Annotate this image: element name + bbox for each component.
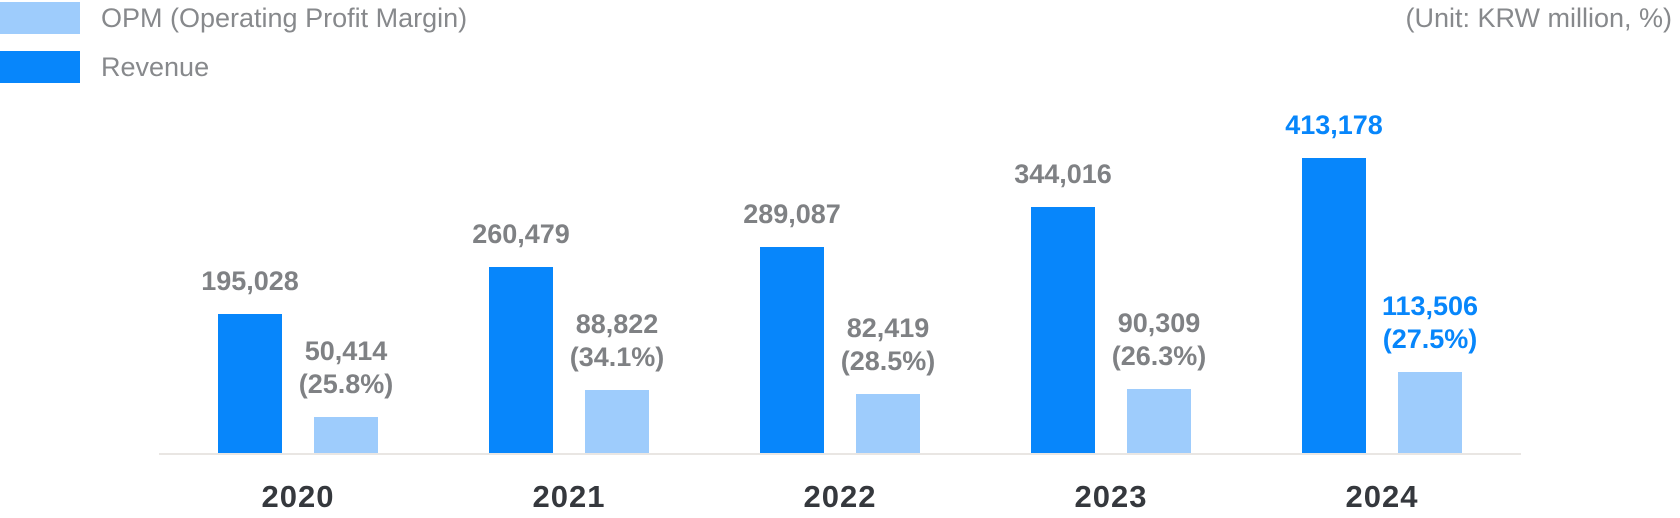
unit-note: (Unit: KRW million, %): [1405, 3, 1672, 33]
revenue-bar-2020: [218, 314, 282, 453]
opm-percentage-2023: (26.3%): [1111, 341, 1207, 371]
year-label-2020: 2020: [261, 479, 335, 514]
legend-item-revenue: Revenue: [0, 51, 467, 83]
legend-label-opm: OPM (Operating Profit Margin): [101, 3, 468, 33]
opm-amount-2022: 82,419: [846, 313, 930, 343]
opm-value-label-2024: 113,506 (27.5%): [1382, 290, 1478, 356]
revenue-bar-2023: [1031, 207, 1095, 453]
opm-bar-2023: [1127, 389, 1191, 453]
opm-value-label-2022: 82,419 (28.5%): [841, 312, 936, 378]
opm-bar-2024: [1398, 372, 1462, 453]
year-label-2024: 2024: [1345, 479, 1419, 514]
opm-amount-2021: 88,822: [575, 309, 659, 339]
opm-bar-2021: [585, 390, 649, 453]
opm-amount-2024: 113,506: [1381, 291, 1479, 321]
year-label-2022: 2022: [803, 479, 877, 514]
legend-label-revenue: Revenue: [101, 52, 210, 82]
revenue-legend-swatch: [0, 51, 80, 83]
legend: OPM (Operating Profit Margin) Revenue: [0, 2, 467, 100]
opm-percentage-2021: (34.1%): [569, 342, 665, 372]
revenue-value-label-2024: 413,178: [1285, 110, 1383, 140]
revenue-bar-2022: [760, 247, 824, 453]
revenue-bar-2021: [489, 267, 553, 453]
year-label-2023: 2023: [1074, 479, 1148, 514]
x-axis-line: [159, 453, 1521, 455]
opm-bar-2022: [856, 394, 920, 453]
opm-amount-2023: 90,309: [1117, 308, 1201, 338]
year-label-2021: 2021: [532, 479, 606, 514]
legend-item-opm: OPM (Operating Profit Margin): [0, 2, 467, 34]
revenue-value-label-2023: 344,016: [1014, 159, 1112, 189]
revenue-value-label-2022: 289,087: [743, 199, 841, 229]
opm-value-label-2023: 90,309 (26.3%): [1112, 307, 1207, 373]
opm-legend-swatch: [0, 2, 80, 34]
revenue-bar-2024: [1302, 158, 1366, 453]
opm-bar-2020: [314, 417, 378, 453]
opm-percentage-2020: (25.8%): [298, 369, 394, 399]
revenue-value-label-2020: 195,028: [201, 266, 299, 296]
revenue-value-label-2021: 260,479: [472, 219, 570, 249]
opm-value-label-2021: 88,822 (34.1%): [570, 308, 665, 374]
opm-amount-2020: 50,414: [304, 336, 388, 366]
opm-value-label-2020: 50,414 (25.8%): [299, 335, 394, 401]
opm-percentage-2024: (27.5%): [1382, 324, 1478, 354]
opm-percentage-2022: (28.5%): [840, 346, 936, 376]
